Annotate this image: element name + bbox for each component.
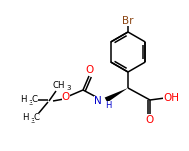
Text: O: O <box>86 65 94 75</box>
Text: 3: 3 <box>66 85 70 91</box>
Text: 3: 3 <box>30 118 35 124</box>
Text: H: H <box>105 101 111 109</box>
Text: Br: Br <box>122 16 134 26</box>
Text: OH: OH <box>163 93 179 103</box>
Text: O: O <box>146 115 154 125</box>
Text: H: H <box>20 95 27 103</box>
Text: C: C <box>34 112 40 122</box>
Text: N: N <box>94 96 102 106</box>
Text: H: H <box>22 112 29 122</box>
Text: C: C <box>32 95 38 103</box>
Text: O: O <box>62 92 70 102</box>
Text: CH: CH <box>53 80 65 90</box>
Polygon shape <box>105 88 128 103</box>
Text: 3: 3 <box>28 100 33 106</box>
